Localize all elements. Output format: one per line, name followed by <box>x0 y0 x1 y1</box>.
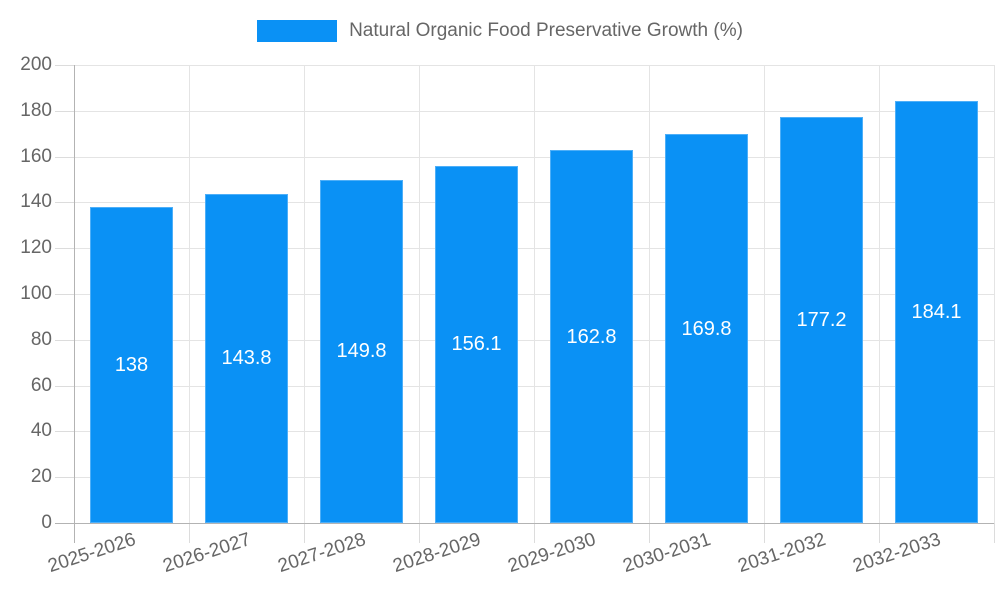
y-axis-tick-label: 120 <box>20 237 52 259</box>
x-tick-mark <box>764 523 765 543</box>
y-tick-mark <box>55 339 74 341</box>
bar[interactable] <box>550 150 633 523</box>
x-tick-mark <box>419 523 420 543</box>
gridline-vertical <box>419 65 420 523</box>
x-axis-category-label: 2032-2033 <box>850 529 943 578</box>
bar-value-label: 169.8 <box>681 317 732 340</box>
y-axis-tick-label: 180 <box>20 99 52 121</box>
y-tick-mark <box>55 431 74 433</box>
y-axis-tick-label: 160 <box>20 145 52 167</box>
bar-value-label: 143.8 <box>221 347 272 370</box>
y-axis-tick-label: 200 <box>20 54 52 75</box>
y-tick-mark <box>55 248 74 250</box>
y-axis-tick-label: 40 <box>30 420 52 442</box>
legend-label: Natural Organic Food Preservative Growth… <box>349 20 743 41</box>
gridline-vertical <box>764 65 765 523</box>
bar[interactable] <box>320 179 403 523</box>
gridline-vertical <box>534 65 535 523</box>
legend-swatch <box>257 20 338 42</box>
x-axis-category-label: 2031-2032 <box>735 529 828 578</box>
x-tick-mark <box>304 523 305 543</box>
bar-value-label: 149.8 <box>336 340 387 363</box>
x-axis-line <box>55 523 994 524</box>
y-tick-mark <box>55 477 74 479</box>
bar[interactable] <box>665 134 748 523</box>
y-tick-mark <box>55 294 74 295</box>
gridline-vertical <box>189 65 190 523</box>
bar-value-label: 156.1 <box>451 333 502 356</box>
bar[interactable] <box>895 101 978 523</box>
bar[interactable] <box>90 206 173 523</box>
y-tick-mark <box>55 110 74 112</box>
y-axis-tick-label: 80 <box>30 328 52 350</box>
gridline-vertical <box>879 65 880 523</box>
legend: Natural Organic Food Preservative Growth… <box>0 20 1000 42</box>
y-tick-mark <box>55 202 74 204</box>
x-axis-category-label: 2027-2028 <box>275 529 368 578</box>
gridline-vertical <box>304 65 305 523</box>
bar-value-label: 162.8 <box>566 325 617 348</box>
bar[interactable] <box>205 193 288 523</box>
x-axis-category-label: 2028-2029 <box>390 529 483 578</box>
x-tick-mark <box>994 523 995 543</box>
y-axis-tick-label: 0 <box>41 512 52 533</box>
y-tick-mark <box>55 385 74 387</box>
bar-value-label: 177.2 <box>796 309 847 332</box>
x-axis-category-label: 2029-2030 <box>505 529 598 578</box>
x-axis-category-label: 2025-2026 <box>45 529 138 578</box>
y-axis-tick-label: 20 <box>30 466 52 488</box>
y-axis-line <box>74 65 75 543</box>
bar-value-label: 138 <box>114 353 149 376</box>
x-tick-mark <box>534 523 535 543</box>
legend-item[interactable]: Natural Organic Food Preservative Growth… <box>257 20 743 42</box>
x-tick-mark <box>189 523 190 543</box>
y-tick-mark <box>55 65 74 66</box>
y-tick-mark <box>55 156 74 158</box>
x-axis-category-label: 2026-2027 <box>160 529 253 578</box>
y-axis-tick-label: 140 <box>20 191 52 213</box>
bar[interactable] <box>435 165 518 523</box>
x-tick-mark <box>879 523 880 543</box>
gridline-vertical <box>994 65 995 523</box>
bar[interactable] <box>780 117 863 523</box>
y-axis-tick-label: 60 <box>30 374 52 396</box>
y-axis-tick-label: 100 <box>20 283 52 304</box>
x-axis-category-label: 2030-2031 <box>620 529 713 578</box>
gridline-vertical <box>649 65 650 523</box>
bar-value-label: 184.1 <box>911 301 962 324</box>
x-tick-mark <box>649 523 650 543</box>
